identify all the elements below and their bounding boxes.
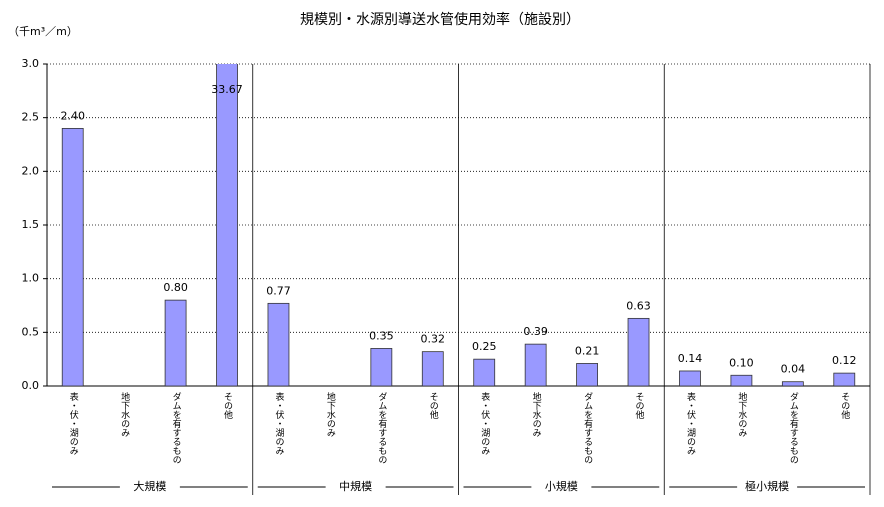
y-tick-label: 1.5 [22,218,40,231]
x-tick-label: その他 [839,392,850,420]
x-tick-label: 表・伏・湖のみ [479,391,490,455]
chart-title: 規模別・水源別導送水管使用効率（施設別） [300,11,580,28]
value-label: 0.80 [163,281,188,294]
value-label: 0.12 [832,354,857,367]
x-tick-label: ダムを有するもの [171,391,182,464]
y-axis-label: （千m³／m） [8,25,78,38]
x-tick-label: その他 [428,392,439,420]
value-label: 0.14 [678,352,703,365]
x-tick-label: 地下水のみ [531,391,542,437]
x-tick-label: その他 [222,392,233,420]
x-tick-label: その他 [634,392,645,420]
group-label: 大規模 [133,479,166,493]
value-label: 0.21 [575,344,600,357]
bar [576,363,598,386]
bar [164,299,187,386]
value-label: 0.63 [626,299,651,312]
x-tick-label: 表・伏・湖のみ [68,391,79,455]
x-tick-label: ダムを有するもの [376,391,387,464]
x-tick-label: 表・伏・湖のみ [685,391,696,455]
bar [267,302,290,386]
value-label: 2.40 [60,109,85,122]
bar [216,64,238,386]
bar [61,127,84,386]
value-label: 0.32 [421,333,446,346]
group-label: 小規模 [545,479,578,493]
bar [421,351,444,386]
x-tick-label: 地下水のみ [325,391,336,437]
y-tick-label: 1.0 [22,272,40,285]
value-label: 33.67 [211,83,243,96]
value-label: 0.04 [781,363,806,376]
x-tick-label: 地下水のみ [736,391,747,437]
bar [730,374,753,386]
bar [473,358,496,386]
bar [524,343,547,386]
x-tick-label: 表・伏・湖のみ [273,391,284,455]
x-tick-label: ダムを有するもの [788,391,799,464]
bar [679,370,701,386]
y-tick-label: 2.5 [22,111,40,124]
bar [627,317,650,386]
bar [370,348,393,386]
value-label: 0.39 [523,325,548,338]
y-tick-label: 2.0 [22,164,40,177]
y-tick-label: 0.0 [22,379,40,392]
value-label: 0.77 [266,284,291,297]
y-tick-label: 0.5 [22,325,40,338]
group-label: 中規模 [339,479,372,493]
x-tick-label: ダムを有するもの [582,391,593,464]
value-label: 0.25 [472,340,497,353]
bar [833,372,856,386]
group-label: 極小規模 [745,479,789,493]
x-tick-label: 地下水のみ [119,391,130,437]
value-label: 0.35 [369,329,394,342]
bar [781,381,804,386]
y-tick-label: 3.0 [22,57,40,70]
value-label: 0.10 [729,356,754,369]
